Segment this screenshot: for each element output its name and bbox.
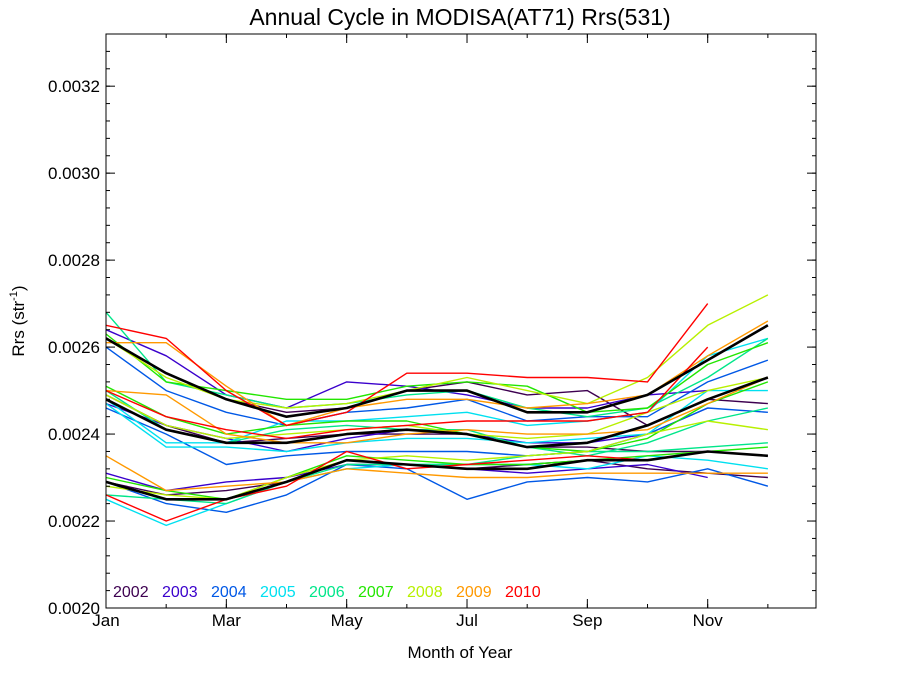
series-line-2009-23 (105, 455, 768, 492)
legend: 2002 2003 2004 2005 2006 2007 2008 2009 2010 (113, 584, 541, 601)
axis-layer: 0.0020 0.0022 0.0024 0.0026 0.0028 0.0030 0.00… (48, 33, 816, 630)
legend-item-2006: 2006 (309, 584, 345, 601)
series-line-2007-17 (105, 446, 768, 500)
y-axis-title-superscript: -1 (8, 291, 20, 301)
legend-item-2008: 2008 (407, 584, 443, 601)
y-axis-title-main: Rrs (str (9, 301, 28, 357)
y-axis-title-close: ) (9, 285, 28, 291)
y-tick-label: 0.0032 (48, 77, 100, 96)
y-tick-label: 0.0020 (48, 599, 100, 618)
x-tick-label: Mar (212, 611, 242, 630)
legend-item-2005: 2005 (260, 584, 296, 601)
series-line-2010-25 (105, 346, 709, 440)
series-line-2004-7 (105, 407, 768, 466)
x-tick-label: May (331, 611, 364, 630)
series-layer (105, 294, 769, 527)
legend-item-2010: 2010 (505, 584, 541, 601)
y-tick-label: 0.0022 (48, 512, 100, 531)
series-line-mean-27 (105, 324, 769, 418)
y-tick-label: 0.0028 (48, 251, 100, 270)
series-line-2008-19 (105, 376, 769, 440)
series-line-2010-26 (105, 450, 708, 522)
x-axis-title: Month of Year (408, 643, 513, 662)
series-line-2006-12 (105, 311, 769, 418)
y-tick-label: 0.0030 (48, 164, 100, 183)
legend-item-2004: 2004 (211, 584, 247, 601)
legend-item-2009: 2009 (456, 584, 492, 601)
y-tick-label: 0.0026 (48, 338, 100, 357)
legend-item-2007: 2007 (358, 584, 394, 601)
series-line-2003-3 (105, 329, 708, 409)
y-axis-title: Rrs (str-1) (8, 285, 28, 356)
series-line-2004-6 (105, 346, 769, 427)
x-tick-label: Sep (572, 611, 602, 630)
x-tick-label: Jan (92, 611, 119, 630)
x-tick-label: Nov (693, 611, 724, 630)
legend-item-2003: 2003 (162, 584, 198, 601)
chart-title: Annual Cycle in MODISA(AT71) Rrs(531) (249, 4, 670, 30)
series-line-mean-29 (105, 450, 768, 501)
y-tick-label: 0.0024 (48, 425, 100, 444)
series-line-mean-28 (105, 376, 769, 449)
plot-frame (105, 33, 817, 609)
series-line-2004-8 (105, 463, 769, 513)
series-line-2005-10 (105, 389, 768, 453)
series-line-2010-24 (105, 303, 709, 427)
x-tick-label: Jul (456, 611, 478, 630)
legend-item-2002: 2002 (113, 584, 149, 601)
